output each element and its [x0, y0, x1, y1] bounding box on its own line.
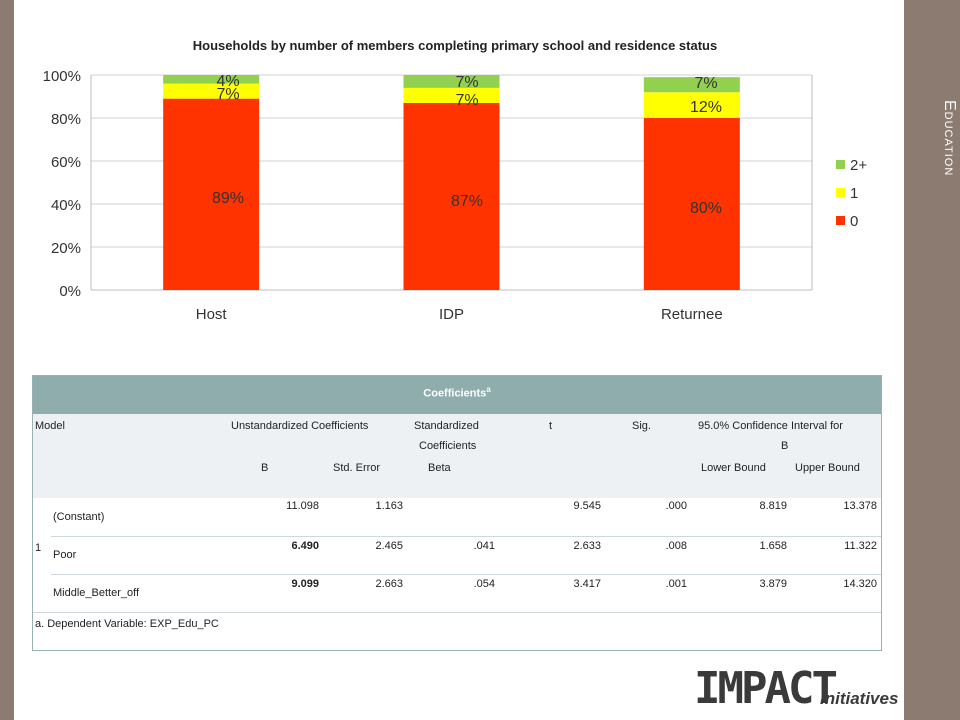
y-tick-label: 40% — [51, 197, 81, 214]
legend-swatch-0 — [836, 216, 845, 225]
header-beta: Beta — [428, 462, 451, 474]
impact-initiatives-logo: IMPACT Initiatives — [694, 665, 900, 713]
bar-idp-1 — [403, 87, 500, 103]
header-unstandardized: Unstandardized Coefficients — [231, 420, 369, 432]
bar-host-1 — [163, 83, 260, 99]
bar-returnee-2plus — [643, 77, 740, 93]
logo-sub-text: Initiatives — [820, 689, 899, 708]
y-tick-label: 80% — [51, 111, 81, 128]
header-ci-2: B — [781, 440, 789, 452]
logo-main-text: IMPACT — [694, 663, 838, 714]
bar-idp-0 — [403, 102, 500, 290]
legend-swatch-1 — [836, 188, 845, 197]
bar-host-0 — [163, 98, 260, 291]
left-accent-bar — [0, 0, 14, 720]
header-t: t — [549, 420, 553, 432]
header-ci-1: 95.0% Confidence Interval for — [698, 420, 843, 432]
bar-returnee-0 — [643, 118, 740, 290]
data-label: 7% — [455, 92, 478, 109]
bar-host-2plus — [163, 75, 260, 84]
bar-returnee-1 — [643, 92, 740, 118]
header-sig: Sig. — [632, 420, 651, 432]
legend-label: 2+ — [850, 157, 867, 174]
x-tick-label: Host — [196, 306, 228, 323]
model-number: 1 — [35, 542, 42, 554]
header-upper-bound: Upper Bound — [795, 462, 860, 474]
table-title: Coefficientsa — [423, 385, 491, 400]
y-tick-label: 0% — [59, 283, 81, 300]
data-label: 4% — [216, 73, 239, 90]
legend-swatch-2plus — [836, 160, 845, 169]
y-tick-label: 20% — [51, 240, 81, 257]
table-footnote: a. Dependent Variable: EXP_Edu_PC — [35, 618, 219, 630]
x-tick-label: IDP — [439, 306, 464, 323]
stacked-bar-chart: Households by number of members completi… — [43, 38, 868, 323]
table-title-bar: Coefficientsa — [33, 376, 881, 414]
y-tick-label: 60% — [51, 154, 81, 171]
data-label: 12% — [690, 99, 722, 116]
y-tick-label: 100% — [43, 68, 81, 85]
data-label: 89% — [212, 190, 244, 207]
header-model: Model — [35, 420, 65, 432]
legend-label: 1 — [850, 185, 858, 202]
header-standardized-2: Coefficients — [419, 440, 477, 452]
coefficients-table: Coefficientsa Model Unstandardized Coeff… — [32, 375, 882, 651]
header-std-error: Std. Error — [333, 462, 381, 474]
x-tick-label: Returnee — [661, 306, 723, 323]
header-standardized-1: Standardized — [414, 420, 479, 432]
chart-title: Households by number of members completi… — [193, 38, 717, 53]
header-b: B — [261, 462, 269, 474]
bar-idp-2plus — [403, 75, 500, 88]
data-label: 7% — [455, 74, 478, 91]
data-label: 7% — [216, 86, 239, 103]
data-label: 80% — [690, 200, 722, 217]
section-title: Education — [941, 99, 958, 177]
header-lower-bound: Lower Bound — [701, 462, 766, 474]
right-accent-bar — [904, 0, 960, 720]
legend-label: 0 — [850, 213, 858, 230]
data-label: 7% — [694, 75, 717, 92]
data-label: 87% — [451, 193, 483, 210]
